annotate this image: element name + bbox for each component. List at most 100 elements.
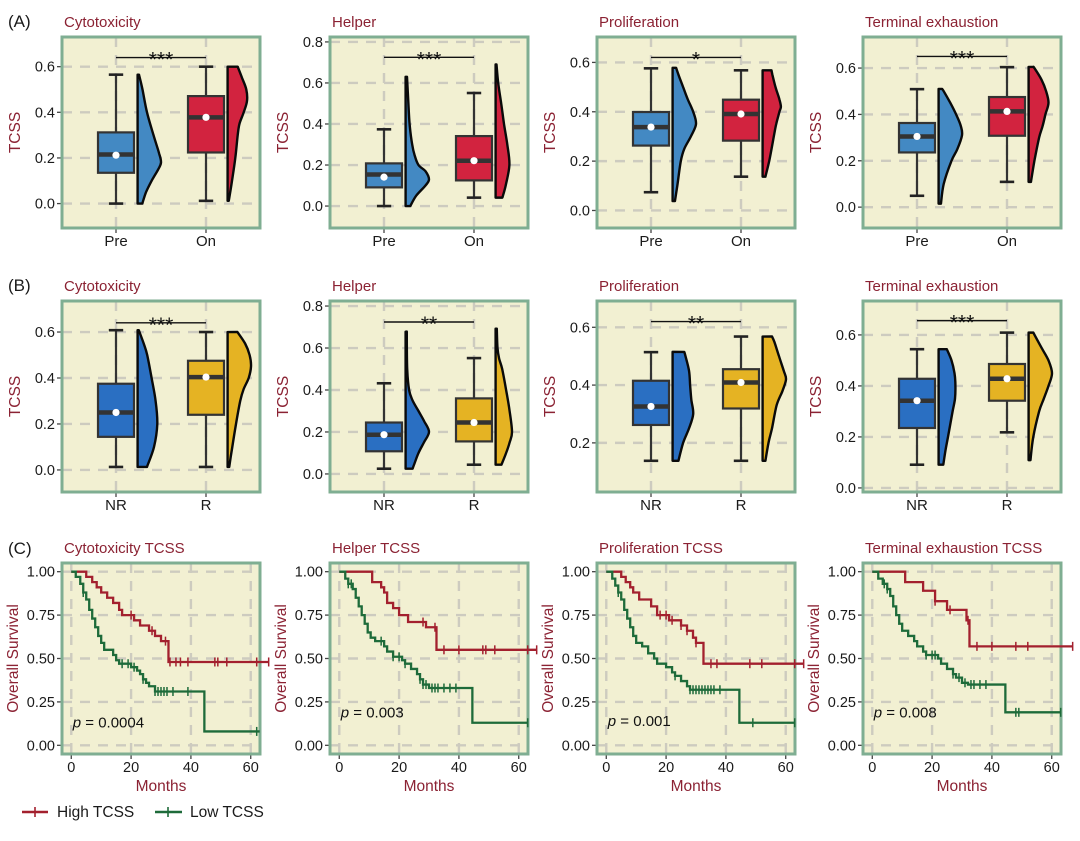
mean-point [1003, 107, 1011, 116]
half-violin [136, 73, 163, 205]
y-axis-label: Overall Survival [273, 604, 290, 713]
y-tick-label: 0.50 [562, 652, 590, 668]
p-value-text: = 0.003 [349, 704, 404, 721]
y-tick-label: 0.6 [35, 325, 55, 341]
y-axis-label: TCSS [542, 112, 559, 153]
half-violin [761, 69, 783, 178]
chart-title: Proliferation [599, 278, 679, 295]
chart-c-proliferation-tcss: Proliferation TCSS 0.00 0.25 0.50 0.75 1.00 Ov… [540, 540, 805, 795]
y-tick-label: 0.0 [836, 481, 856, 497]
y-tick-label: 0.4 [836, 379, 856, 395]
mean-point [470, 157, 478, 165]
km-curve [872, 570, 1073, 648]
km-curve [606, 570, 804, 665]
significance-label: *** [149, 49, 174, 72]
chart-title: Terminal exhaustion [865, 14, 998, 31]
x-tick-label: 40 [451, 760, 467, 776]
y-tick-label: 1.00 [295, 565, 323, 581]
y-tick-label: 0.00 [27, 738, 55, 754]
chart-title: Cytotoxicity [64, 278, 141, 295]
half-violin [671, 350, 695, 462]
p-value-text: = 0.001 [616, 713, 671, 730]
group-nr [897, 347, 957, 467]
chart-a-helper: Helper 0.0 0.2 0.4 0.6 0.8 TCSS Pre On *** [275, 14, 530, 250]
chart-a-proliferation: Proliferation 0.0 0.2 0.4 0.6 TCSS Pre On * [542, 14, 797, 250]
group-r [186, 330, 253, 469]
box-iqr [186, 95, 226, 154]
x-category-label: NR [906, 497, 928, 514]
x-category-label: On [997, 233, 1017, 250]
mean-point [202, 113, 210, 121]
box-iqr [721, 368, 761, 410]
y-tick-label: 0.0 [570, 203, 590, 219]
gridlines [597, 563, 795, 754]
x-tick-label: 20 [658, 760, 674, 776]
mean-point [380, 173, 388, 181]
significance-label: *** [149, 314, 174, 337]
panel-border [861, 299, 1063, 494]
y-tick-label: 0.50 [295, 652, 323, 668]
chart-title: Helper TCSS [332, 540, 420, 557]
y-tick-label: 0.8 [303, 35, 323, 51]
y-tick-label: 0.4 [35, 105, 55, 121]
y-tick-label: 0.75 [828, 608, 856, 624]
y-tick-label: 0.00 [562, 738, 590, 754]
mean-point [737, 110, 745, 118]
km-curve [339, 570, 537, 651]
x-tick-label: 40 [718, 760, 734, 776]
x-tick-label: 60 [1044, 760, 1060, 776]
km-series-low-tcss [872, 570, 1062, 717]
y-axis-label: TCSS [7, 376, 24, 417]
x-category-label: NR [373, 497, 395, 514]
chart-title: Helper [332, 278, 376, 295]
y-tick-label: 0.6 [35, 60, 55, 76]
p-value-text: = 0.008 [882, 704, 937, 721]
mean-point [913, 397, 921, 405]
x-axis-label: Months [136, 778, 187, 795]
chart-a-terminal-exhaustion: Terminal exhaustion 0.0 0.2 0.4 0.6 TCSS Pre On… [808, 14, 1063, 250]
half-violin [494, 63, 511, 199]
km-series-high-tcss [71, 570, 270, 667]
p-symbol: p [873, 704, 882, 721]
significance-label: *** [950, 47, 975, 70]
y-tick-label: 0.2 [836, 430, 856, 446]
half-violin [136, 328, 159, 469]
group-pre [897, 87, 964, 205]
km-curve [71, 570, 260, 733]
y-tick-label: 0.75 [295, 608, 323, 624]
y-tick-label: 0.2 [570, 154, 590, 170]
significance-label: *** [417, 48, 442, 71]
km-curve [872, 570, 1061, 714]
half-violin [1027, 331, 1054, 462]
group-r [987, 331, 1054, 462]
half-violin [494, 327, 514, 466]
panel-border [328, 299, 530, 494]
x-category-label: Pre [104, 233, 127, 250]
panel-border [861, 561, 1063, 756]
km-curve [606, 570, 795, 724]
x-tick-label: 20 [391, 760, 407, 776]
mean-point [202, 373, 210, 381]
y-tick-label: 0.6 [836, 328, 856, 344]
group-pre [96, 73, 163, 205]
y-axis-label: Overall Survival [540, 604, 557, 713]
p-value-annotation: p = 0.008 [873, 704, 937, 721]
chart-title: Cytotoxicity TCSS [64, 540, 185, 557]
x-category-label: NR [640, 497, 662, 514]
y-tick-label: 0.0 [35, 463, 55, 479]
x-tick-label: 0 [868, 760, 876, 776]
p-value-annotation: p = 0.0004 [72, 715, 144, 732]
y-tick-label: 0.0 [35, 197, 55, 213]
box-iqr [186, 359, 226, 416]
x-tick-label: 0 [335, 760, 343, 776]
km-series-high-tcss [339, 570, 538, 655]
y-tick-label: 0.0 [836, 200, 856, 216]
mean-point [647, 402, 655, 411]
x-category-label: R [1002, 497, 1013, 514]
panel-labels: (A) (B) (C) [8, 12, 32, 558]
x-category-label: On [731, 233, 751, 250]
chart-b-terminal-exhaustion: Terminal exhaustion 0.0 0.2 0.4 0.6 TCSS NR R **… [808, 278, 1063, 514]
mean-point [380, 431, 388, 439]
chart-title: Terminal exhaustion [865, 278, 998, 295]
